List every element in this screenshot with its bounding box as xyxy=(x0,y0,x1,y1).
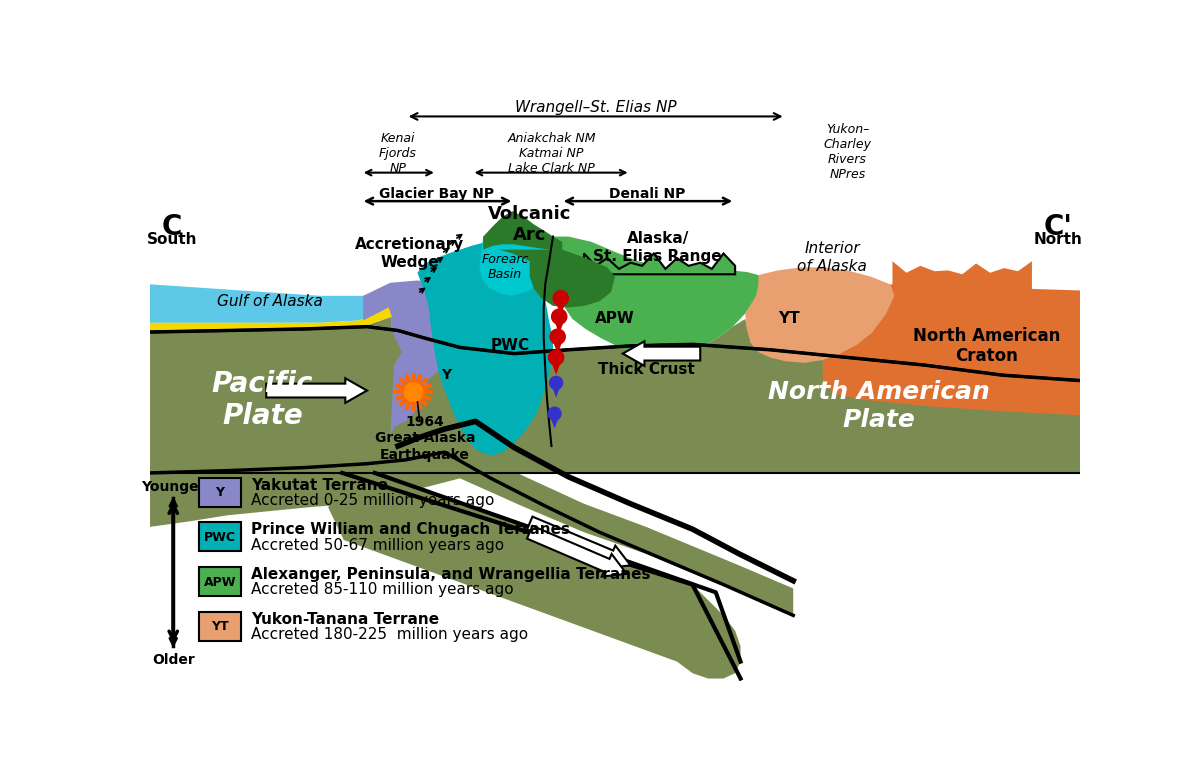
Polygon shape xyxy=(745,267,894,363)
Circle shape xyxy=(548,407,562,420)
Text: North American
Craton: North American Craton xyxy=(913,327,1061,366)
Circle shape xyxy=(550,376,563,389)
Text: Gulf of Alaska: Gulf of Alaska xyxy=(217,294,323,309)
Text: Prince William and Chugach Terranes: Prince William and Chugach Terranes xyxy=(251,522,570,538)
Text: C: C xyxy=(162,213,182,240)
Circle shape xyxy=(548,350,564,365)
Polygon shape xyxy=(554,298,568,315)
FancyBboxPatch shape xyxy=(199,567,241,596)
Polygon shape xyxy=(553,317,565,334)
Polygon shape xyxy=(893,261,1032,291)
Text: YT: YT xyxy=(779,311,800,327)
Text: Thick Crust: Thick Crust xyxy=(598,362,695,376)
Polygon shape xyxy=(150,285,390,323)
Polygon shape xyxy=(150,473,1080,681)
Text: Glacier Bay NP: Glacier Bay NP xyxy=(379,187,494,201)
Text: Younger: Younger xyxy=(142,480,205,494)
Polygon shape xyxy=(418,235,553,455)
Text: Accreted 50-67 million years ago: Accreted 50-67 million years ago xyxy=(251,538,504,553)
Text: Y: Y xyxy=(215,487,224,500)
Text: Forearc
Basin: Forearc Basin xyxy=(481,253,529,282)
Text: Accreted 0-25 million years ago: Accreted 0-25 million years ago xyxy=(251,493,494,508)
Text: Kenai
Fjords
NP: Kenai Fjords NP xyxy=(379,132,416,175)
Polygon shape xyxy=(617,319,1080,473)
Polygon shape xyxy=(479,236,547,296)
Text: PWC: PWC xyxy=(491,338,530,353)
Polygon shape xyxy=(150,448,793,615)
FancyBboxPatch shape xyxy=(199,477,241,507)
Text: APW: APW xyxy=(204,576,236,589)
FancyBboxPatch shape xyxy=(199,611,241,641)
Polygon shape xyxy=(150,317,427,473)
Polygon shape xyxy=(823,285,1080,415)
FancyArrow shape xyxy=(623,341,701,366)
Circle shape xyxy=(550,329,565,344)
Text: 1964
Great Alaska
Earthquake: 1964 Great Alaska Earthquake xyxy=(374,415,475,461)
Polygon shape xyxy=(584,253,736,275)
Text: North: North xyxy=(1034,232,1082,247)
Text: Older: Older xyxy=(152,653,194,667)
Text: Aniakchak NM
Katmai NP
Lake Clark NP: Aniakchak NM Katmai NP Lake Clark NP xyxy=(508,132,595,175)
Text: Accretionary
Wedge: Accretionary Wedge xyxy=(355,237,464,270)
Text: PWC: PWC xyxy=(204,531,235,544)
Polygon shape xyxy=(150,306,394,332)
Text: Yakutat Terrane: Yakutat Terrane xyxy=(251,478,388,493)
FancyBboxPatch shape xyxy=(199,522,241,552)
Text: Alexanger, Peninsula, and Wrangellia Terranes: Alexanger, Peninsula, and Wrangellia Ter… xyxy=(251,567,650,582)
Text: South: South xyxy=(146,232,197,247)
Circle shape xyxy=(553,291,569,306)
Text: Wrangell–St. Elias NP: Wrangell–St. Elias NP xyxy=(515,99,677,115)
Polygon shape xyxy=(550,357,563,375)
Text: Accreted 85-110 million years ago: Accreted 85-110 million years ago xyxy=(251,582,514,597)
Polygon shape xyxy=(484,211,563,250)
Text: APW: APW xyxy=(595,311,635,327)
Text: YT: YT xyxy=(211,620,228,633)
Polygon shape xyxy=(364,281,464,437)
Text: Yukon-Tanana Terrane: Yukon-Tanana Terrane xyxy=(251,612,439,627)
Text: North American
Plate: North American Plate xyxy=(768,380,989,432)
FancyArrow shape xyxy=(527,516,630,568)
Text: Volcanic
Arc: Volcanic Arc xyxy=(488,205,571,243)
Circle shape xyxy=(552,309,566,324)
Text: Interior
of Alaska: Interior of Alaska xyxy=(797,241,866,274)
Polygon shape xyxy=(545,236,762,355)
Polygon shape xyxy=(484,249,616,308)
Text: Yukon–
Charley
Rivers
NPres: Yukon– Charley Rivers NPres xyxy=(823,123,871,181)
Text: Alaska/
St. Elias Range: Alaska/ St. Elias Range xyxy=(593,231,722,263)
Polygon shape xyxy=(551,337,564,354)
Circle shape xyxy=(404,382,422,402)
Text: Y: Y xyxy=(440,368,451,382)
FancyArrow shape xyxy=(266,378,367,403)
Polygon shape xyxy=(150,325,1080,473)
Polygon shape xyxy=(548,414,560,428)
Text: Accreted 180-225  million years ago: Accreted 180-225 million years ago xyxy=(251,627,528,642)
Text: Pacific
Plate: Pacific Plate xyxy=(211,369,313,430)
Text: Denali NP: Denali NP xyxy=(610,187,685,201)
Text: C': C' xyxy=(1044,213,1073,240)
Polygon shape xyxy=(551,382,562,398)
Polygon shape xyxy=(329,473,740,679)
FancyArrow shape xyxy=(527,526,626,577)
